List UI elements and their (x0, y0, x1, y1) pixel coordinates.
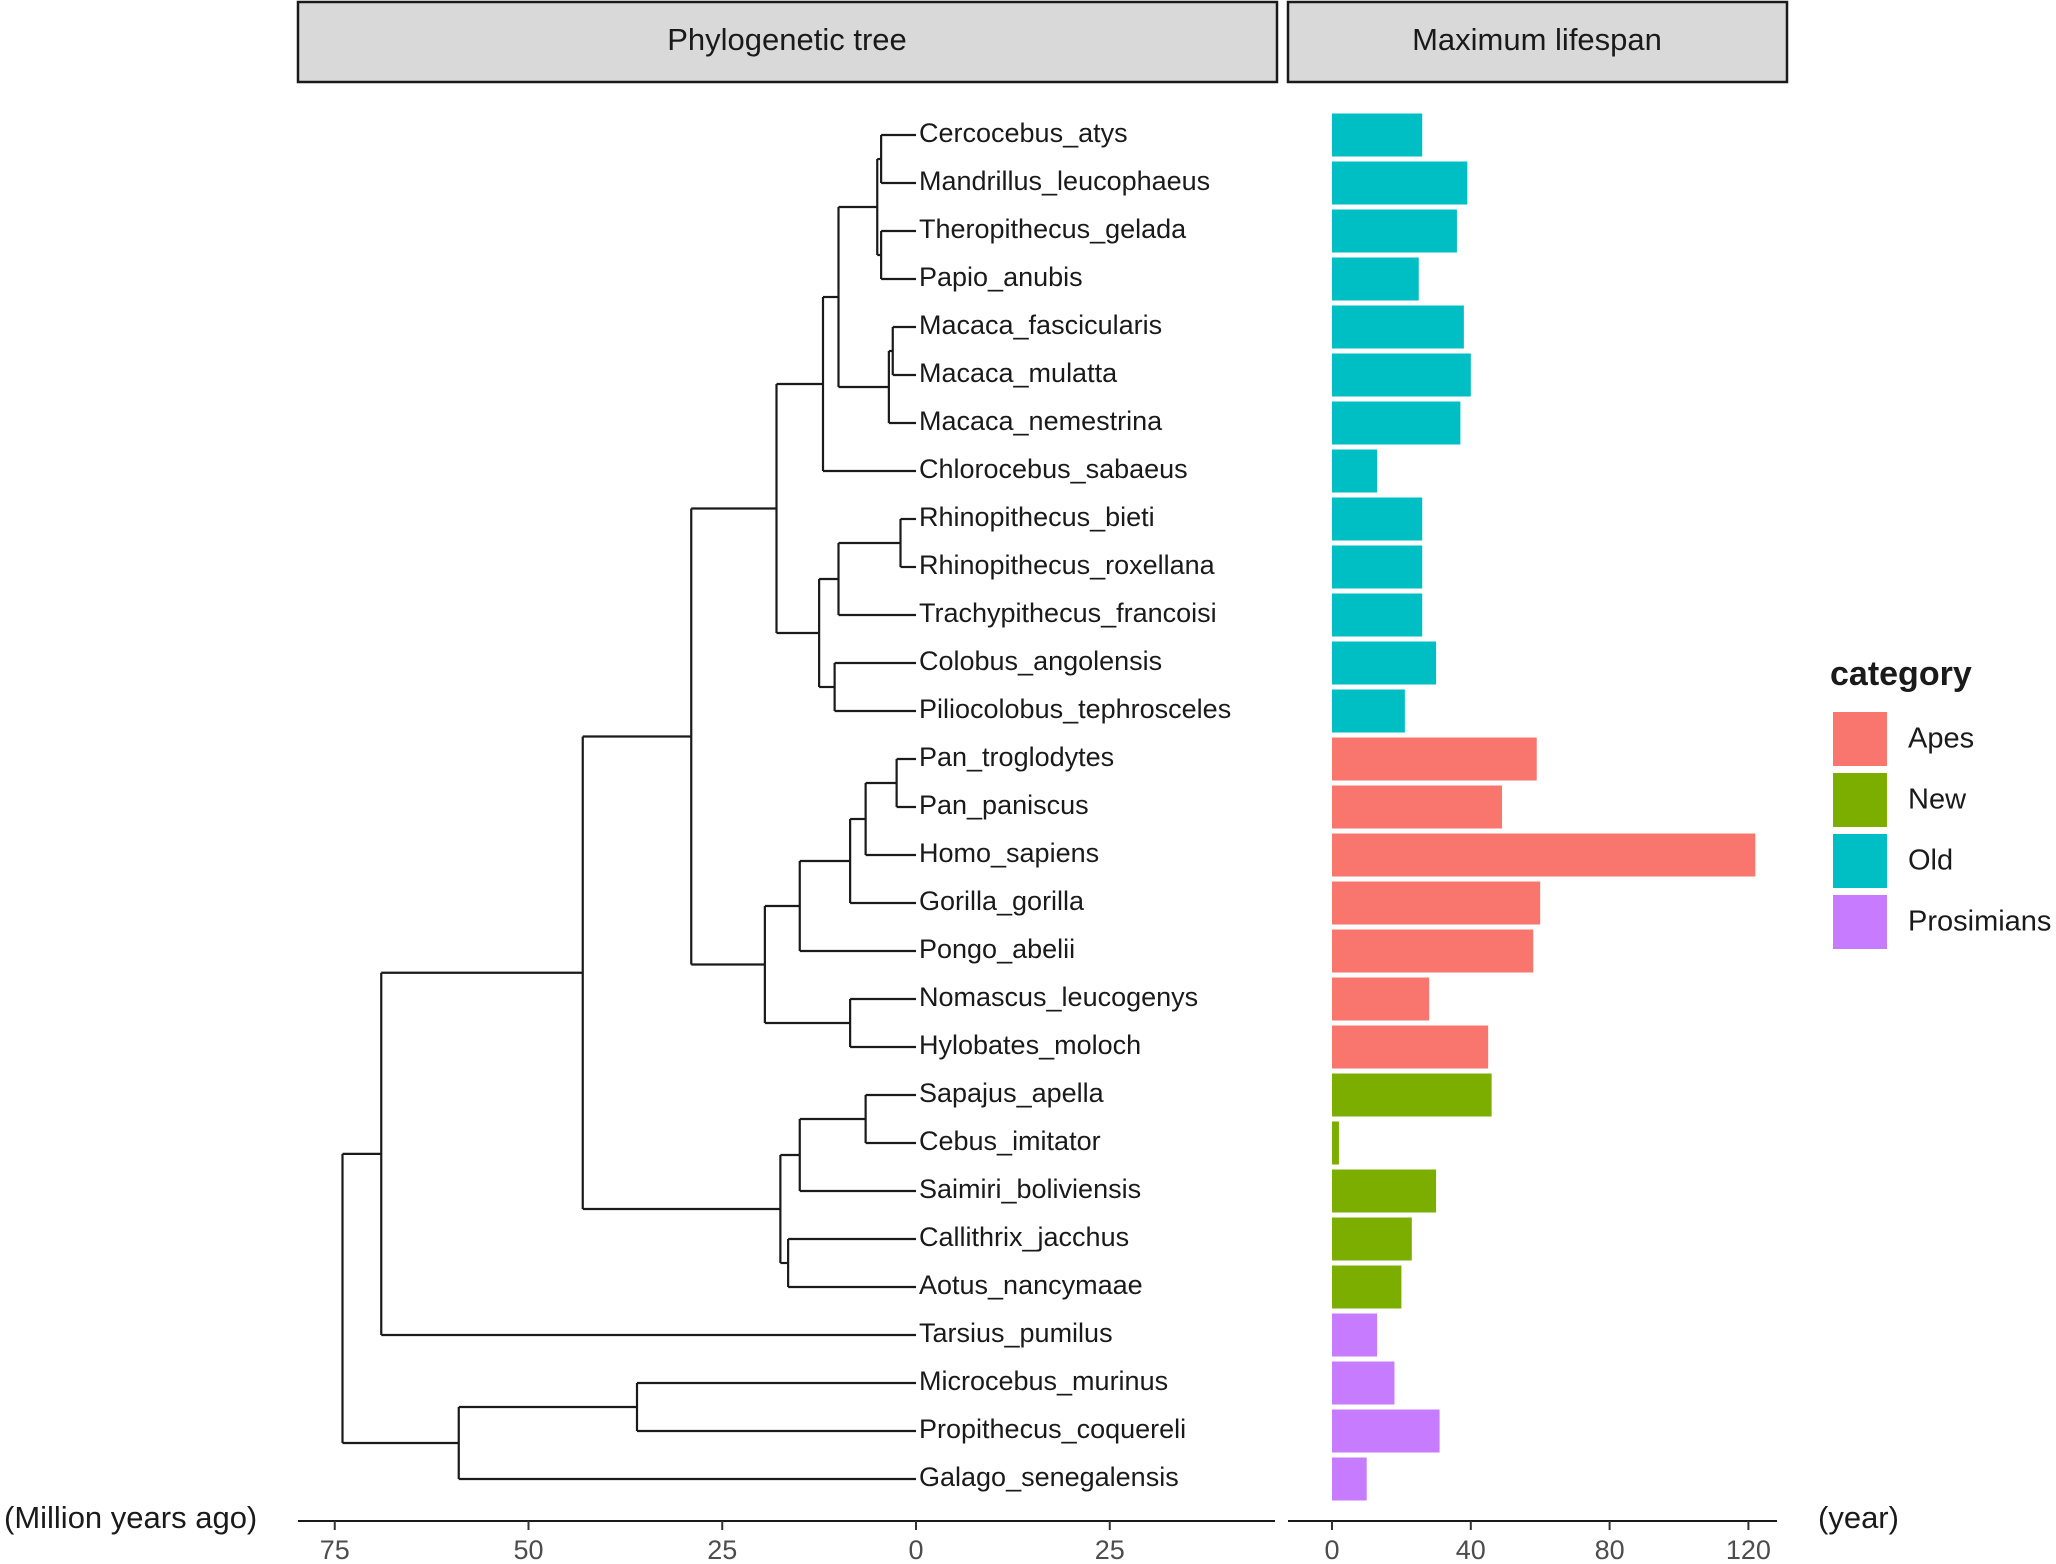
lifespan-bar (1332, 497, 1423, 541)
lifespan-bar (1332, 1265, 1402, 1309)
tip-label: Hylobates_moloch (919, 1030, 1141, 1060)
tree-x-axis-label: (Million years ago) (4, 1500, 257, 1535)
tip-label: Tarsius_pumilus (919, 1318, 1113, 1348)
legend-label: New (1908, 784, 1967, 816)
tip-label: Piliocolobus_tephrosceles (919, 694, 1231, 724)
legend-title: category (1830, 655, 1972, 693)
tree-x-tick-label: 50 (513, 1535, 543, 1564)
tip-label: Chlorocebus_sabaeus (919, 454, 1188, 484)
tip-label: Mandrillus_leucophaeus (919, 166, 1210, 196)
lifespan-panel-title: Maximum lifespan (1412, 22, 1662, 57)
lifespan-bar (1332, 257, 1419, 301)
lifespan-bar (1332, 641, 1437, 685)
lifespan-x-axis-label: (year) (1818, 1500, 1899, 1535)
lifespan-bar (1332, 1217, 1412, 1261)
legend-key (1833, 895, 1887, 949)
lifespan-bar (1332, 737, 1537, 781)
lifespan-bar (1332, 1361, 1395, 1405)
tree-tip-labels: Cercocebus_atys Mandrillus_leucophaeus The… (919, 118, 1231, 1492)
lifespan-bar (1332, 305, 1464, 349)
lifespan-x-tick-label: 0 (1324, 1535, 1339, 1564)
tree-x-tick-label: 75 (320, 1535, 350, 1564)
tree-x-tick-label: 0 (908, 1535, 923, 1564)
tip-label: Papio_anubis (919, 262, 1083, 292)
lifespan-bar (1332, 113, 1423, 157)
tip-label: Pan_paniscus (919, 790, 1089, 820)
legend-key (1833, 773, 1887, 827)
lifespan-bar (1332, 1169, 1437, 1213)
lifespan-bar (1332, 1313, 1378, 1357)
lifespan-x-tick-label: 80 (1595, 1535, 1625, 1564)
tree-strip: Phylogenetic tree (296, 0, 1279, 84)
tree-panel-title: Phylogenetic tree (667, 22, 907, 57)
tip-label: Rhinopithecus_roxellana (919, 550, 1216, 580)
lifespan-bar (1332, 449, 1378, 493)
lifespan-bar (1332, 833, 1756, 877)
lifespan-bar (1332, 1121, 1339, 1165)
tip-label: Pongo_abelii (919, 934, 1075, 964)
tip-label: Trachypithecus_francoisi (919, 598, 1217, 628)
legend-label: Prosimians (1908, 906, 2051, 938)
lifespan-bar (1332, 401, 1461, 445)
tree-x-tick-label: 25 (1095, 1535, 1125, 1564)
lifespan-bar (1332, 1025, 1489, 1069)
tree-x-tick-label: 25 (707, 1535, 737, 1564)
lifespan-bar (1332, 977, 1430, 1021)
lifespan-bar (1332, 785, 1503, 829)
tip-label: Macaca_nemestrina (919, 406, 1163, 436)
tip-label: Galago_senegalensis (919, 1462, 1179, 1492)
tip-label: Homo_sapiens (919, 838, 1099, 868)
lifespan-strip: Maximum lifespan (1286, 0, 1789, 84)
legend-label: Apes (1908, 723, 1974, 755)
lifespan-bar (1332, 1073, 1492, 1117)
lifespan-bar (1332, 593, 1423, 637)
legend: category Apes New Old Prosimians (1830, 655, 2051, 949)
tip-label: Gorilla_gorilla (919, 886, 1085, 916)
tip-label: Theropithecus_gelada (919, 214, 1187, 244)
tip-label: Saimiri_boliviensis (919, 1174, 1141, 1204)
lifespan-bar (1332, 209, 1457, 253)
tip-label: Colobus_angolensis (919, 646, 1162, 676)
tree-branches (341, 133, 916, 1481)
tip-label: Rhinopithecus_bieti (919, 502, 1155, 532)
tip-label: Microcebus_murinus (919, 1366, 1168, 1396)
tip-label: Cercocebus_atys (919, 118, 1128, 148)
tip-label: Macaca_fascicularis (919, 310, 1162, 340)
tree-x-axis: 75 50 25 0 25 (298, 1520, 1275, 1564)
lifespan-bars (1332, 113, 1756, 1501)
tip-label: Pan_troglodytes (919, 742, 1114, 772)
legend-key (1833, 834, 1887, 888)
tip-label: Nomascus_leucogenys (919, 982, 1198, 1012)
lifespan-bar (1332, 689, 1405, 733)
tip-label: Callithrix_jacchus (919, 1222, 1129, 1252)
lifespan-x-tick-label: 40 (1456, 1535, 1486, 1564)
lifespan-bar (1332, 881, 1541, 925)
tip-label: Sapajus_apella (919, 1078, 1105, 1108)
lifespan-x-tick-label: 120 (1726, 1535, 1771, 1564)
tip-label: Propithecus_coquereli (919, 1414, 1186, 1444)
lifespan-bar (1332, 929, 1534, 973)
legend-label: Old (1908, 845, 1953, 877)
legend-key (1833, 712, 1887, 766)
lifespan-bar (1332, 1457, 1367, 1501)
lifespan-bar (1332, 545, 1423, 589)
lifespan-bar (1332, 353, 1471, 397)
tip-label: Macaca_mulatta (919, 358, 1118, 388)
lifespan-x-axis: 0 40 80 120 (1288, 1520, 1777, 1564)
lifespan-bar (1332, 161, 1468, 205)
tip-label: Cebus_imitator (919, 1126, 1101, 1156)
tip-label: Aotus_nancymaae (919, 1270, 1143, 1300)
lifespan-bar (1332, 1409, 1440, 1453)
